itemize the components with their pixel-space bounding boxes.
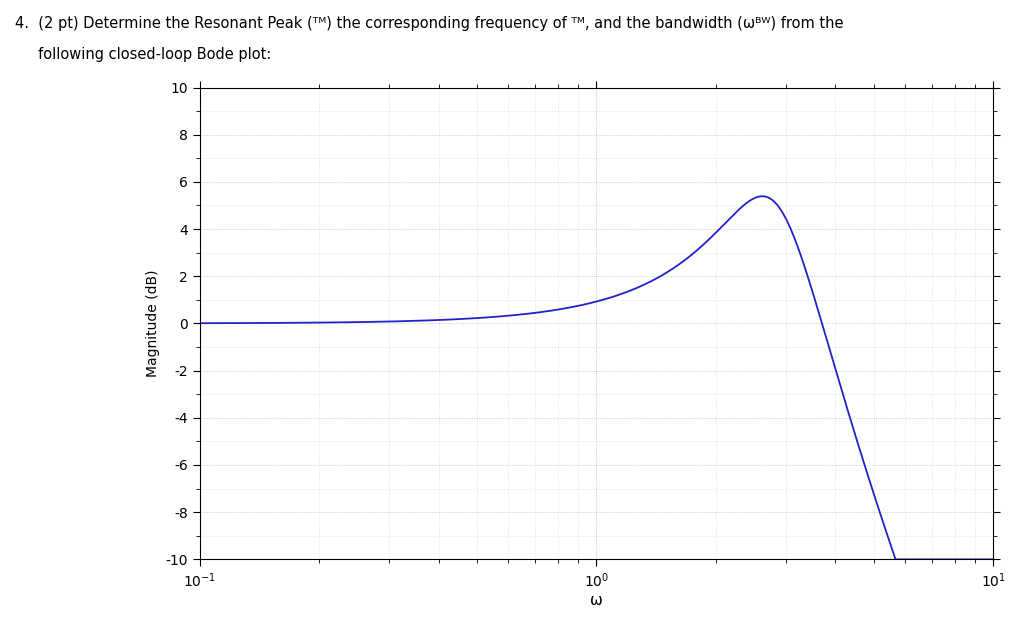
X-axis label: ω: ω xyxy=(590,592,603,608)
Y-axis label: Magnitude (dB): Magnitude (dB) xyxy=(145,270,160,377)
Text: following closed-loop Bode plot:: following closed-loop Bode plot: xyxy=(15,47,271,62)
Text: 4.  (2 pt) Determine the Resonant Peak (ᵀᴹ) the corresponding frequency of ᵀᴹ, a: 4. (2 pt) Determine the Resonant Peak (ᵀ… xyxy=(15,16,844,31)
